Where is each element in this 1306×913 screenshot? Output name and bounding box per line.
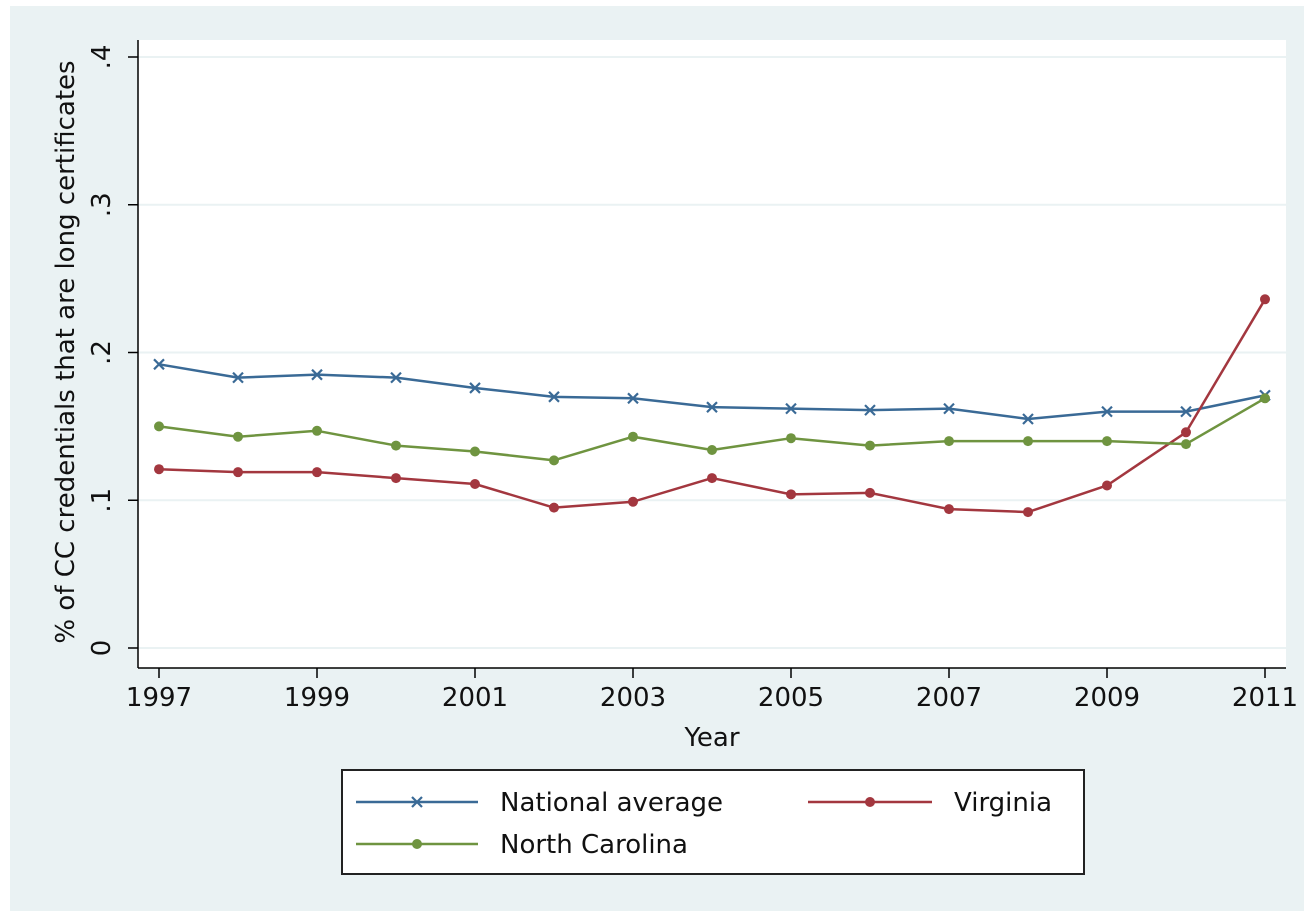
data-point-north-carolina-2011	[1260, 393, 1270, 404]
data-point-north-carolina-2009	[1102, 436, 1112, 447]
data-point-national-average-2005	[785, 402, 797, 415]
data-point-virginia-2004	[707, 473, 717, 484]
data-point-virginia-2002	[549, 502, 559, 513]
legend-marker-north-carolina	[412, 839, 422, 849]
data-point-national-average-2004	[706, 401, 718, 413]
legend-marker-national-average	[411, 796, 423, 808]
data-point-national-average-2000	[390, 371, 402, 384]
legend-box	[341, 769, 1085, 875]
y-tick-label-4: .4	[87, 45, 117, 70]
y-tick-label-0: 0	[87, 640, 117, 657]
data-point-national-average-1997	[153, 358, 165, 371]
data-point-virginia-2008	[1023, 507, 1033, 518]
data-point-virginia-2001	[470, 478, 480, 489]
data-point-north-carolina-2008	[1023, 436, 1033, 447]
data-point-virginia-2003	[628, 496, 638, 507]
x-tick-label-1: 1999	[284, 683, 350, 713]
data-point-north-carolina-1998	[233, 431, 243, 442]
data-point-national-average-2009	[1101, 405, 1113, 418]
data-point-national-average-2007	[943, 402, 955, 415]
data-point-national-average-2001	[469, 382, 481, 394]
data-point-north-carolina-2010	[1181, 439, 1191, 450]
data-point-virginia-2007	[944, 504, 954, 515]
data-point-north-carolina-2001	[470, 446, 480, 457]
x-tick-label-7: 2011	[1232, 683, 1298, 713]
data-point-virginia-2000	[391, 473, 401, 484]
data-point-north-carolina-2007	[944, 436, 954, 447]
data-point-national-average-1998	[232, 371, 244, 384]
x-tick-label-5: 2007	[916, 683, 982, 713]
data-point-north-carolina-2006	[865, 440, 875, 451]
y-tick-label-2: .2	[87, 340, 117, 365]
x-tick-label-4: 2005	[758, 683, 824, 713]
data-point-virginia-2010	[1181, 427, 1191, 438]
x-tick-label-3: 2003	[600, 683, 666, 713]
data-point-north-carolina-2004	[707, 445, 717, 456]
data-point-north-carolina-1997	[154, 421, 164, 432]
data-point-virginia-2005	[786, 489, 796, 500]
data-point-virginia-1997	[154, 464, 164, 475]
data-point-virginia-2006	[865, 487, 875, 498]
data-point-virginia-1999	[312, 467, 322, 478]
y-tick-label-1: .1	[87, 488, 117, 513]
legend-label-north-carolina: North Carolina	[500, 830, 688, 860]
data-point-north-carolina-2000	[391, 440, 401, 451]
x-axis-title: Year	[683, 723, 739, 753]
legend-label-national-average: National average	[500, 788, 723, 818]
data-point-north-carolina-2003	[628, 431, 638, 442]
y-tick-label-3: .3	[87, 192, 117, 217]
y-axis-title: % of CC credentials that are long certif…	[51, 60, 81, 643]
data-point-national-average-2006	[864, 404, 876, 416]
data-point-virginia-2009	[1102, 480, 1112, 491]
legend-marker-virginia	[865, 797, 875, 807]
x-tick-label-6: 2009	[1074, 683, 1140, 713]
plot-area	[138, 40, 1286, 668]
data-point-national-average-1999	[311, 368, 323, 381]
data-point-national-average-2002	[548, 391, 560, 403]
data-point-national-average-2003	[627, 392, 639, 405]
data-point-national-average-2008	[1022, 413, 1034, 425]
legend-label-virginia: Virginia	[954, 788, 1052, 818]
data-point-north-carolina-2005	[786, 433, 796, 444]
data-point-north-carolina-2002	[549, 455, 559, 466]
x-tick-label-2: 2001	[442, 683, 508, 713]
data-point-north-carolina-1999	[312, 425, 322, 436]
x-tick-label-0: 1997	[126, 683, 192, 713]
data-point-virginia-2011	[1260, 294, 1270, 305]
data-point-national-average-2010	[1180, 405, 1192, 418]
data-point-virginia-1998	[233, 467, 243, 478]
